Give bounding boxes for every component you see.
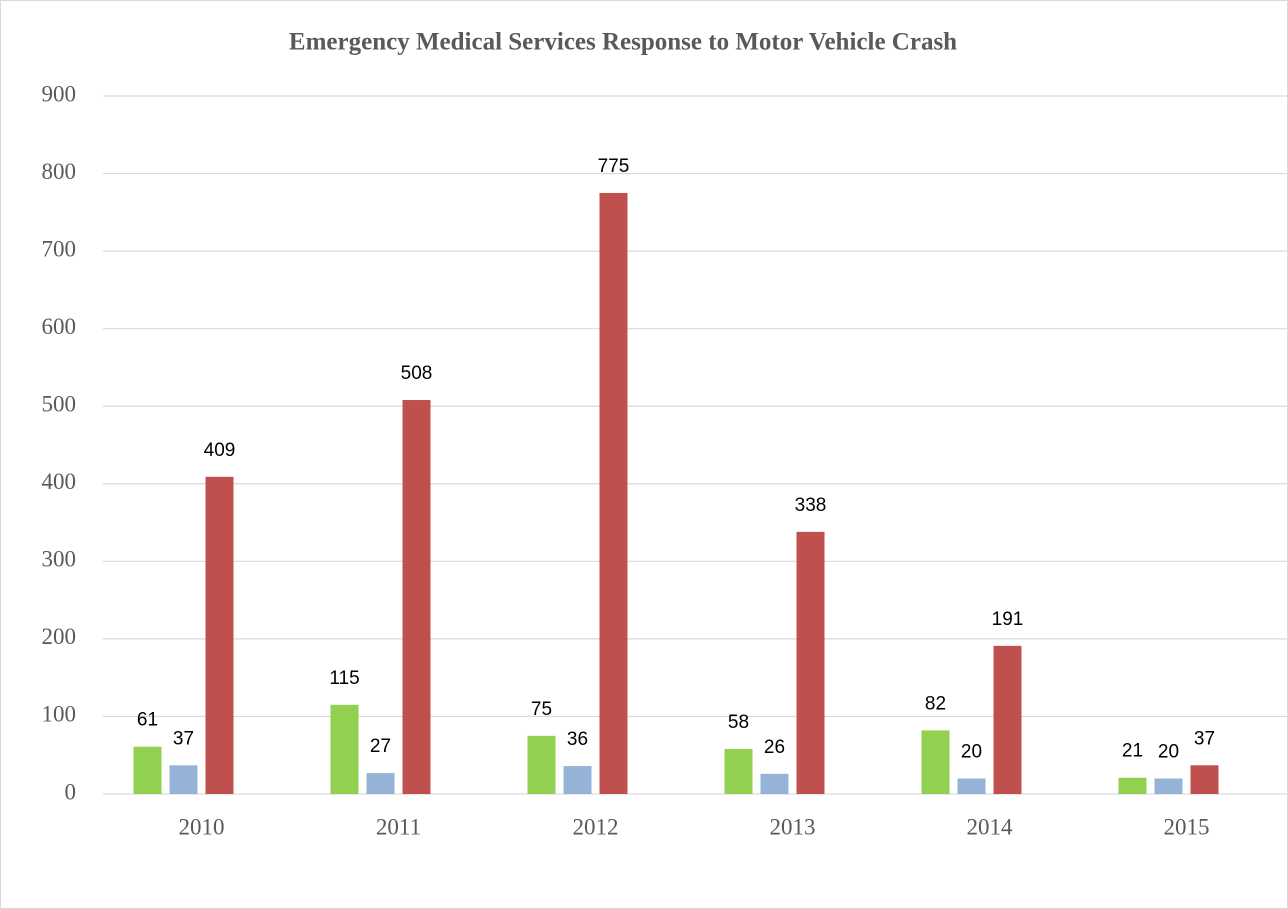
data-label: 508 <box>401 363 433 384</box>
bar <box>724 749 753 794</box>
data-label: 409 <box>204 440 236 461</box>
data-label: 61 <box>137 710 158 731</box>
bar <box>169 765 198 794</box>
bar <box>366 773 395 794</box>
data-label: 37 <box>1194 728 1215 749</box>
y-tick-label: 100 <box>42 702 77 727</box>
data-label: 58 <box>728 712 749 733</box>
data-label: 191 <box>992 609 1024 630</box>
bar <box>1154 778 1183 794</box>
bar <box>205 476 234 794</box>
bar <box>330 704 359 794</box>
bar <box>760 773 789 794</box>
data-label: 115 <box>329 668 359 689</box>
bar <box>796 531 825 794</box>
data-label: 75 <box>531 699 552 720</box>
bar <box>993 645 1022 794</box>
bar <box>527 735 556 794</box>
data-label: 82 <box>925 693 946 714</box>
y-tick-label: 900 <box>42 81 77 106</box>
data-label: 338 <box>795 495 827 516</box>
y-tick-label: 800 <box>42 159 77 184</box>
data-label: 21 <box>1122 741 1143 762</box>
y-tick-label: 400 <box>42 469 77 494</box>
data-label: 27 <box>370 736 391 757</box>
y-tick-label: 700 <box>42 236 77 261</box>
bar <box>133 746 162 794</box>
data-label: 37 <box>173 728 194 749</box>
x-tick-label: 2011 <box>376 814 421 839</box>
data-label: 36 <box>567 729 588 750</box>
data-label: 775 <box>598 156 630 177</box>
bar <box>402 400 431 794</box>
x-tick-label: 2010 <box>179 814 225 839</box>
chart-title: Emergency Medical Services Response to M… <box>289 29 957 56</box>
bar <box>563 766 592 794</box>
y-tick-label: 0 <box>65 779 77 804</box>
data-label: 20 <box>961 742 982 763</box>
data-label: 20 <box>1158 742 1179 763</box>
bar <box>957 778 986 794</box>
bar <box>1190 765 1219 794</box>
y-tick-label: 200 <box>42 624 77 649</box>
x-tick-label: 2012 <box>573 814 619 839</box>
x-tick-label: 2015 <box>1164 814 1210 839</box>
y-tick-label: 300 <box>42 547 77 572</box>
x-tick-label: 2014 <box>967 814 1014 839</box>
bar <box>921 730 950 794</box>
y-tick-label: 600 <box>42 314 77 339</box>
bar <box>1118 777 1147 794</box>
bar <box>599 192 628 794</box>
x-tick-label: 2013 <box>770 814 816 839</box>
data-label: 26 <box>764 737 785 758</box>
y-tick-label: 500 <box>42 392 77 417</box>
